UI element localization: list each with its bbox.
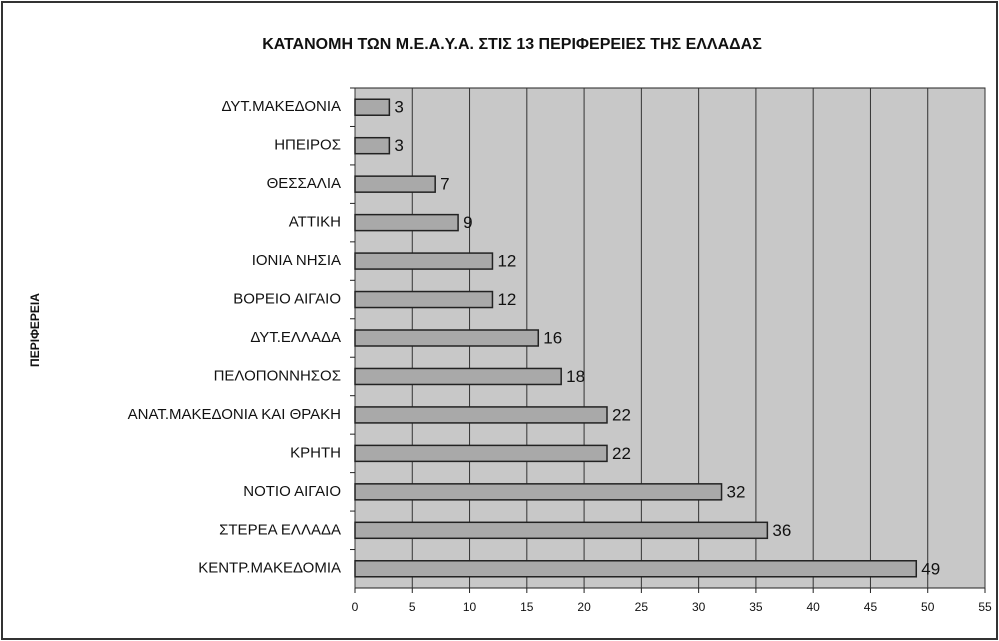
data-label: 7 (440, 175, 449, 194)
y-tick-label: ΔΥΤ.ΜΑΚΕΔΟΝΙΑ (222, 98, 341, 115)
y-tick-label: ΑΤΤΙΚΗ (289, 214, 341, 231)
x-tick-label: 40 (807, 600, 821, 614)
data-label: 16 (543, 328, 562, 347)
data-label: 22 (612, 444, 631, 463)
bar (354, 483, 723, 501)
x-tick-label: 35 (749, 600, 763, 614)
x-tick-label: 25 (635, 600, 649, 614)
bar (354, 444, 608, 463)
y-tick-label: ΒΟΡΕΙΟ ΑΙΓΑΙΟ (233, 291, 341, 308)
y-tick-label: ΗΠΕΙΡΟΣ (274, 137, 341, 154)
x-tick-label: 55 (978, 600, 992, 614)
x-tick-label: 20 (577, 600, 591, 614)
chart-title: ΚΑΤΑΝΟΜΗ ΤΩΝ Μ.Ε.Α.Υ.Α. ΣΤΙΣ 13 ΠΕΡΙΦΕΡΕ… (262, 36, 762, 53)
data-label: 22 (612, 405, 631, 424)
data-label: 3 (394, 98, 403, 117)
x-tick-label: 0 (352, 600, 359, 614)
bar (354, 98, 391, 116)
y-tick-label: ΑΝΑΤ.ΜΑΚΕΔΟΝΙΑ ΚΑΙ ΘΡΑΚΗ (128, 406, 341, 423)
y-tick-label: ΣΤΕΡΕΑ ΕΛΛΑΔΑ (219, 521, 341, 538)
data-label: 18 (566, 367, 585, 386)
x-tick-label: 15 (520, 600, 534, 614)
data-label: 32 (727, 482, 746, 501)
bar (354, 521, 769, 540)
x-tick-label: 50 (921, 600, 935, 614)
x-tick-label: 30 (692, 600, 706, 614)
data-label: 12 (497, 252, 516, 271)
bar (354, 175, 436, 193)
bar (354, 252, 494, 270)
data-label: 36 (772, 521, 791, 540)
y-axis-label: ΠΕΡΙΦΕΡΕΙΑ (28, 293, 42, 367)
y-tick-label: ΔΥΤ.ΕΛΛΑΔΑ (250, 329, 341, 346)
bar (354, 329, 540, 347)
y-tick-label: ΚΡΗΤΗ (290, 444, 341, 461)
y-tick-label: ΘΕΣΣΑΛΙΑ (267, 175, 341, 192)
bar (354, 290, 494, 309)
x-tick-label: 10 (463, 600, 477, 614)
data-label: 9 (463, 213, 472, 232)
y-tick-label: ΝΟΤΙΟ ΑΙΓΑΙΟ (243, 483, 341, 500)
bar (354, 406, 608, 424)
y-tick-label: ΚΕΝΤΡ.ΜΑΚΕΔΟΜΙΑ (198, 560, 341, 577)
data-label: 12 (497, 290, 516, 309)
y-tick-label: ΙΟΝΙΑ ΝΗΣΙΑ (252, 252, 341, 269)
bar (354, 367, 562, 386)
bar (354, 560, 918, 578)
data-label: 49 (921, 559, 940, 578)
data-label: 3 (394, 136, 403, 155)
x-tick-label: 5 (409, 600, 416, 614)
bar (354, 136, 391, 155)
y-tick-label: ΠΕΛΟΠΟΝΝΗΣΟΣ (214, 367, 341, 384)
x-tick-label: 45 (864, 600, 878, 614)
bar (354, 213, 459, 232)
